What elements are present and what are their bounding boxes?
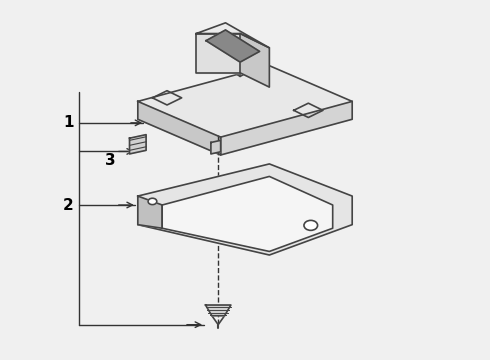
Text: 2: 2 (63, 198, 74, 212)
Polygon shape (162, 176, 333, 251)
Polygon shape (138, 196, 162, 228)
Polygon shape (129, 135, 146, 154)
Polygon shape (138, 164, 352, 255)
Polygon shape (220, 102, 352, 155)
Circle shape (148, 198, 157, 204)
Text: 3: 3 (105, 153, 116, 168)
Text: 1: 1 (63, 115, 74, 130)
Polygon shape (138, 66, 352, 137)
Polygon shape (138, 102, 220, 155)
Polygon shape (240, 33, 270, 87)
Polygon shape (205, 305, 231, 316)
Polygon shape (196, 33, 240, 73)
Polygon shape (211, 140, 220, 154)
Circle shape (304, 220, 318, 230)
Polygon shape (196, 23, 270, 48)
Polygon shape (206, 30, 260, 62)
